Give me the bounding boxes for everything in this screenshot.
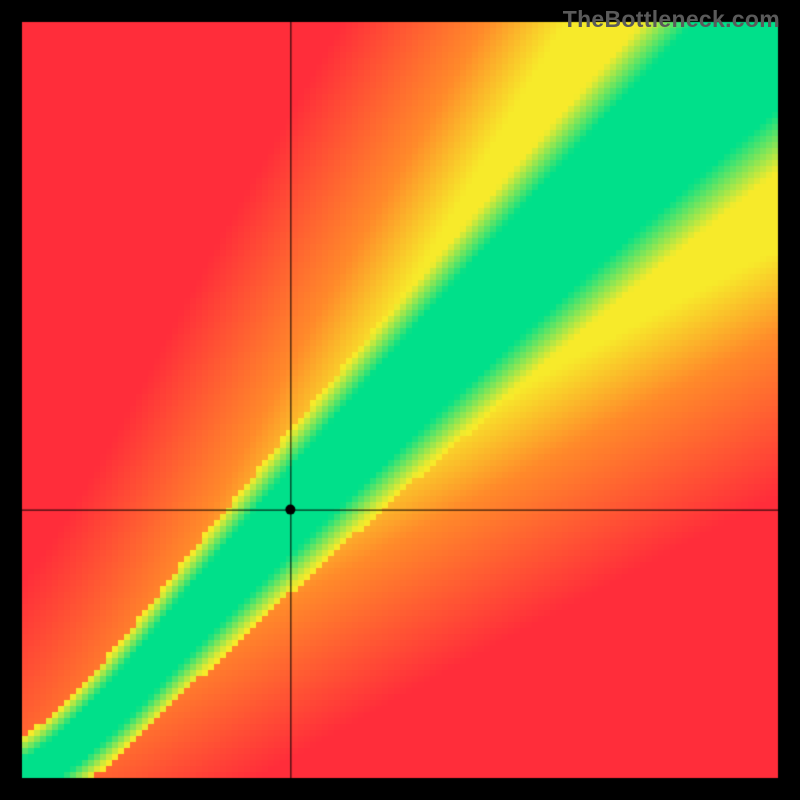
chart-container: TheBottleneck.com [0, 0, 800, 800]
watermark-text: TheBottleneck.com [563, 6, 780, 33]
bottleneck-heatmap [0, 0, 800, 800]
